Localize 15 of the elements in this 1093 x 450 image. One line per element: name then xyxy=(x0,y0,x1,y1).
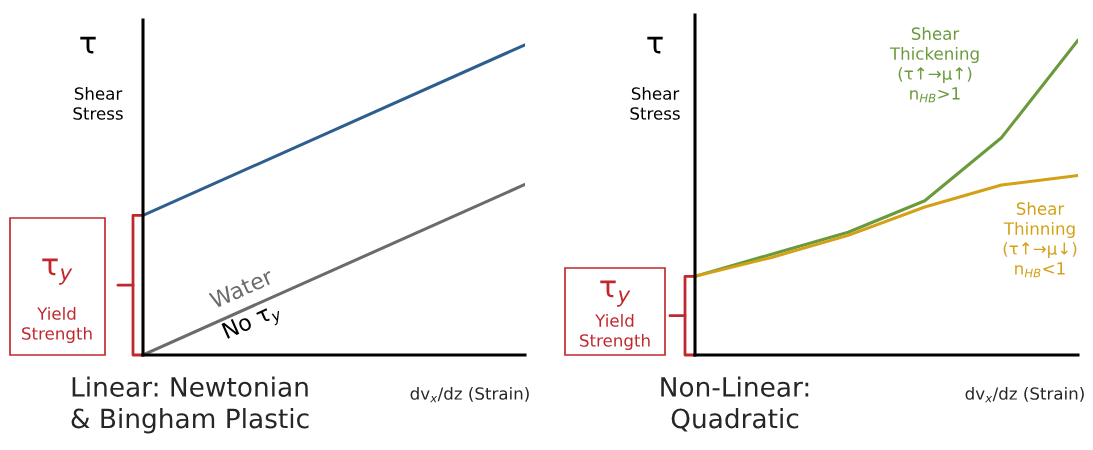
x-axis-title: dv$_{x}$/dz (Strain) xyxy=(965,386,1084,403)
text: Non-Linear: Quadratic xyxy=(661,376,809,432)
annotation: Shear Stress xyxy=(630,86,680,120)
annotation: τ$_{y}$ xyxy=(42,258,73,285)
x-axis-title: dv$_{x}$/dz (Strain) xyxy=(410,386,529,403)
annotation: Shear Thinning (τ↑→μ↓) n$_{HB}$<1 xyxy=(1003,202,1077,278)
annotation: τ xyxy=(80,36,96,54)
annotation: Yield Strength xyxy=(22,306,92,344)
annotation: τ xyxy=(647,36,663,54)
annotation: Yield Strength xyxy=(580,313,650,351)
annotation: Shear Thickening (τ↑→μ↑) n$_{HB}$>1 xyxy=(889,27,979,103)
annotation: τ$_{y}$ xyxy=(600,280,631,307)
annotation: Water xyxy=(208,267,275,309)
annotation: Shear Stress xyxy=(73,86,123,120)
text: Linear: Newtonian & Bingham Plastic xyxy=(71,376,309,434)
